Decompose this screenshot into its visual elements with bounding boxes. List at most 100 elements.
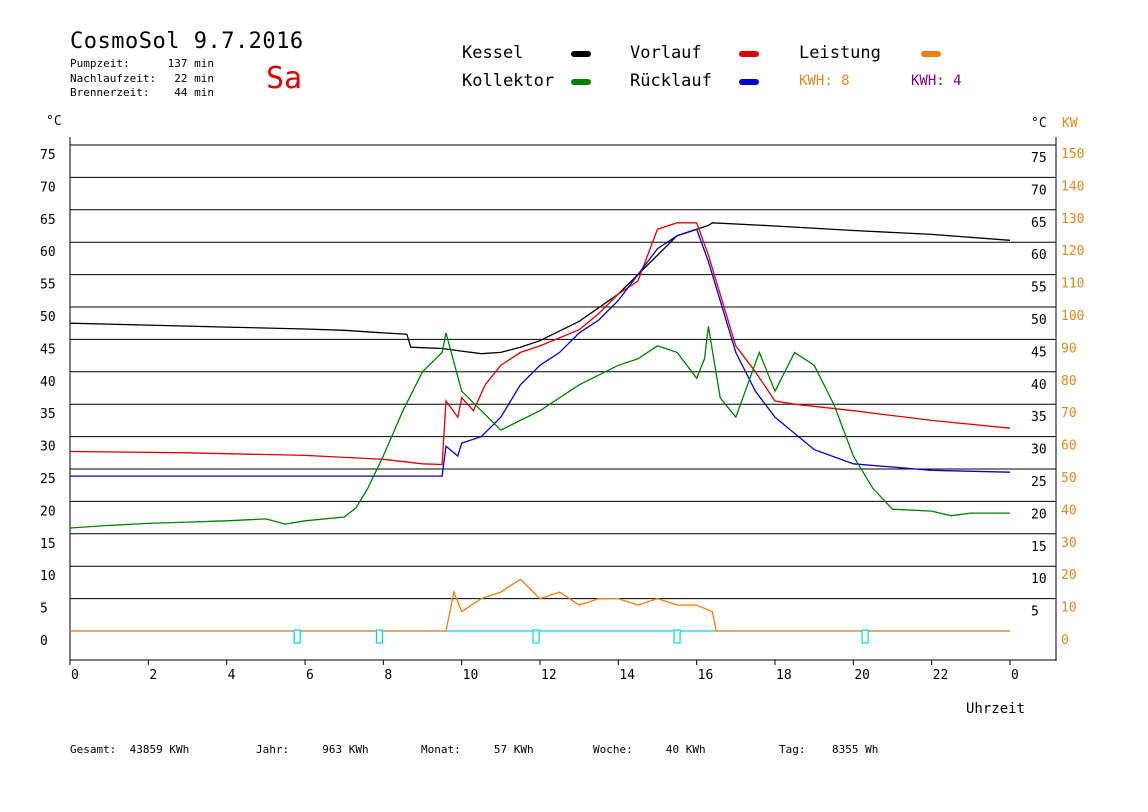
legend-vorlauf-label: Vorlauf	[630, 43, 702, 63]
runtime-stats: Pumpzeit: 137 min Nachlaufzeit: 22 min B…	[70, 57, 214, 101]
y-tick-label-right: 75	[1031, 151, 1047, 166]
footer-label: Woche:	[593, 743, 633, 756]
footer-label: Gesamt:	[70, 743, 117, 756]
pump-event-marker	[293, 629, 301, 644]
x-tick-label: 20	[854, 668, 870, 683]
legend-ruecklauf-label: Rücklauf	[630, 71, 712, 91]
y-tick-label-right: 20	[1031, 507, 1047, 522]
y-tick-label-right: 25	[1031, 475, 1047, 490]
y-tick-label-left: 10	[40, 569, 56, 584]
y-tick-label-right: 50	[1031, 313, 1047, 328]
legend-kwh-secondary: KWH: 4	[911, 73, 962, 89]
legend-kwh-total: KWH: 8	[799, 73, 850, 89]
y-tick-label-left: 45	[40, 342, 56, 357]
footer-label: Monat:	[421, 743, 461, 756]
footer-value: 963 KWh	[322, 743, 369, 756]
y2-tick-label: 100	[1061, 309, 1084, 324]
weekday-label: Sa	[266, 61, 303, 96]
chart-title: CosmoSol 9.7.2016	[70, 29, 304, 54]
stat-value: 22 min	[174, 71, 214, 85]
y-tick-label-right: 65	[1031, 216, 1047, 231]
y-tick-label-right: 45	[1031, 345, 1047, 360]
series-lines	[69, 222, 1011, 632]
y2-tick-label: 150	[1061, 147, 1084, 162]
footer-value: 8355 Wh	[832, 743, 879, 756]
x-tick-label: 14	[619, 668, 635, 683]
grid-lines	[70, 144, 1056, 600]
footer-label: Tag:	[779, 743, 806, 756]
series-leistung	[70, 578, 1010, 632]
y2-tick-label: 10	[1061, 601, 1077, 616]
y2-tick-label: 0	[1061, 633, 1069, 648]
y-tick-label-right: 5	[1031, 605, 1039, 620]
y-tick-label-left: 40	[40, 375, 56, 390]
series-vorlauf	[69, 222, 1011, 466]
y-tick-label-right: 40	[1031, 378, 1047, 393]
x-tick-label: 18	[776, 668, 792, 683]
y2-tick-label: 130	[1061, 212, 1084, 227]
legend-kessel-label: Kessel	[462, 43, 524, 63]
footer-woche: Woche: 40 KWh	[593, 743, 706, 756]
y-tick-label-left: 50	[40, 310, 56, 325]
right-axis-unit-celsius: °C	[1031, 116, 1047, 131]
stat-label: Brennerzeit:	[70, 86, 150, 99]
stat-value: 137 min	[167, 57, 214, 70]
y-tick-label-left: 60	[40, 245, 56, 260]
y2-tick-label: 60	[1061, 439, 1077, 454]
x-tick-label: 22	[933, 668, 949, 683]
footer-value: 43859 KWh	[129, 743, 190, 756]
stat-row: Pumpzeit: 137 min	[70, 57, 214, 72]
y-tick-label-left: 55	[40, 278, 56, 293]
stat-label: Nachlaufzeit:	[70, 71, 157, 85]
y-tick-label-left: 35	[40, 407, 56, 422]
y-tick-label-right: 30	[1031, 443, 1047, 458]
y-tick-label-right: 35	[1031, 410, 1047, 425]
stat-row: Nachlaufzeit: 22 min	[70, 72, 214, 87]
footer-value: 40 KWh	[665, 743, 706, 756]
y2-tick-label: 70	[1061, 406, 1077, 421]
footer-value: 57 KWh	[493, 743, 534, 756]
x-tick-label: 10	[463, 668, 479, 683]
y2-tick-label: 40	[1061, 503, 1077, 518]
y-tick-label-left: 15	[40, 537, 56, 552]
legend-leistung-swatch	[921, 51, 941, 57]
x-tick-label: 2	[149, 668, 157, 683]
y-tick-label-right: 10	[1031, 572, 1047, 587]
y2-tick-label: 80	[1061, 374, 1077, 389]
x-tick-label: 6	[306, 668, 314, 683]
legend-kollektor-label: Kollektor	[462, 71, 555, 91]
x-tick-label: 16	[698, 668, 714, 683]
footer-jahr: Jahr: 963 KWh	[256, 743, 369, 756]
pump-event-marker	[861, 629, 869, 644]
y-tick-label-left: 0	[40, 634, 48, 649]
stat-row: Brennerzeit: 44 min	[70, 86, 214, 101]
stat-label: Pumpzeit:	[70, 57, 130, 70]
y-tick-label-left: 70	[40, 180, 56, 195]
legend-ruecklauf-swatch	[739, 79, 759, 85]
x-tick-label: 12	[541, 668, 557, 683]
stat-value: 44 min	[174, 86, 214, 99]
legend-kollektor-swatch	[571, 79, 591, 85]
legend-leistung-label: Leistung	[799, 43, 881, 63]
series-ruecklauf	[70, 228, 1011, 477]
y-tick-label-right: 55	[1031, 281, 1047, 296]
tick-labels: 0 2 4 6 8 10 12 14 16 18 20 22 005101520253035404550…	[40, 147, 1084, 683]
y-tick-label-left: 30	[40, 440, 56, 455]
series-kessel	[69, 222, 1011, 355]
footer-tag: Tag: 8355 Wh	[779, 743, 878, 756]
footer-monat: Monat: 57 KWh	[421, 743, 534, 756]
footer-label: Jahr:	[256, 743, 290, 756]
pump-event-marker	[375, 629, 384, 644]
y-tick-label-left: 65	[40, 213, 56, 228]
y2-tick-label: 50	[1061, 471, 1077, 486]
y2-tick-label: 30	[1061, 536, 1077, 551]
footer-gesamt: Gesamt: 43859 KWh	[70, 743, 189, 756]
x-tick-label: 8	[384, 668, 392, 683]
legend-vorlauf-swatch	[739, 51, 759, 57]
y2-tick-label: 90	[1061, 341, 1077, 356]
y-tick-label-right: 15	[1031, 540, 1047, 555]
event-markers	[293, 629, 869, 644]
y-tick-label-left: 5	[40, 602, 48, 617]
x-tick-label: 0	[1011, 668, 1019, 683]
